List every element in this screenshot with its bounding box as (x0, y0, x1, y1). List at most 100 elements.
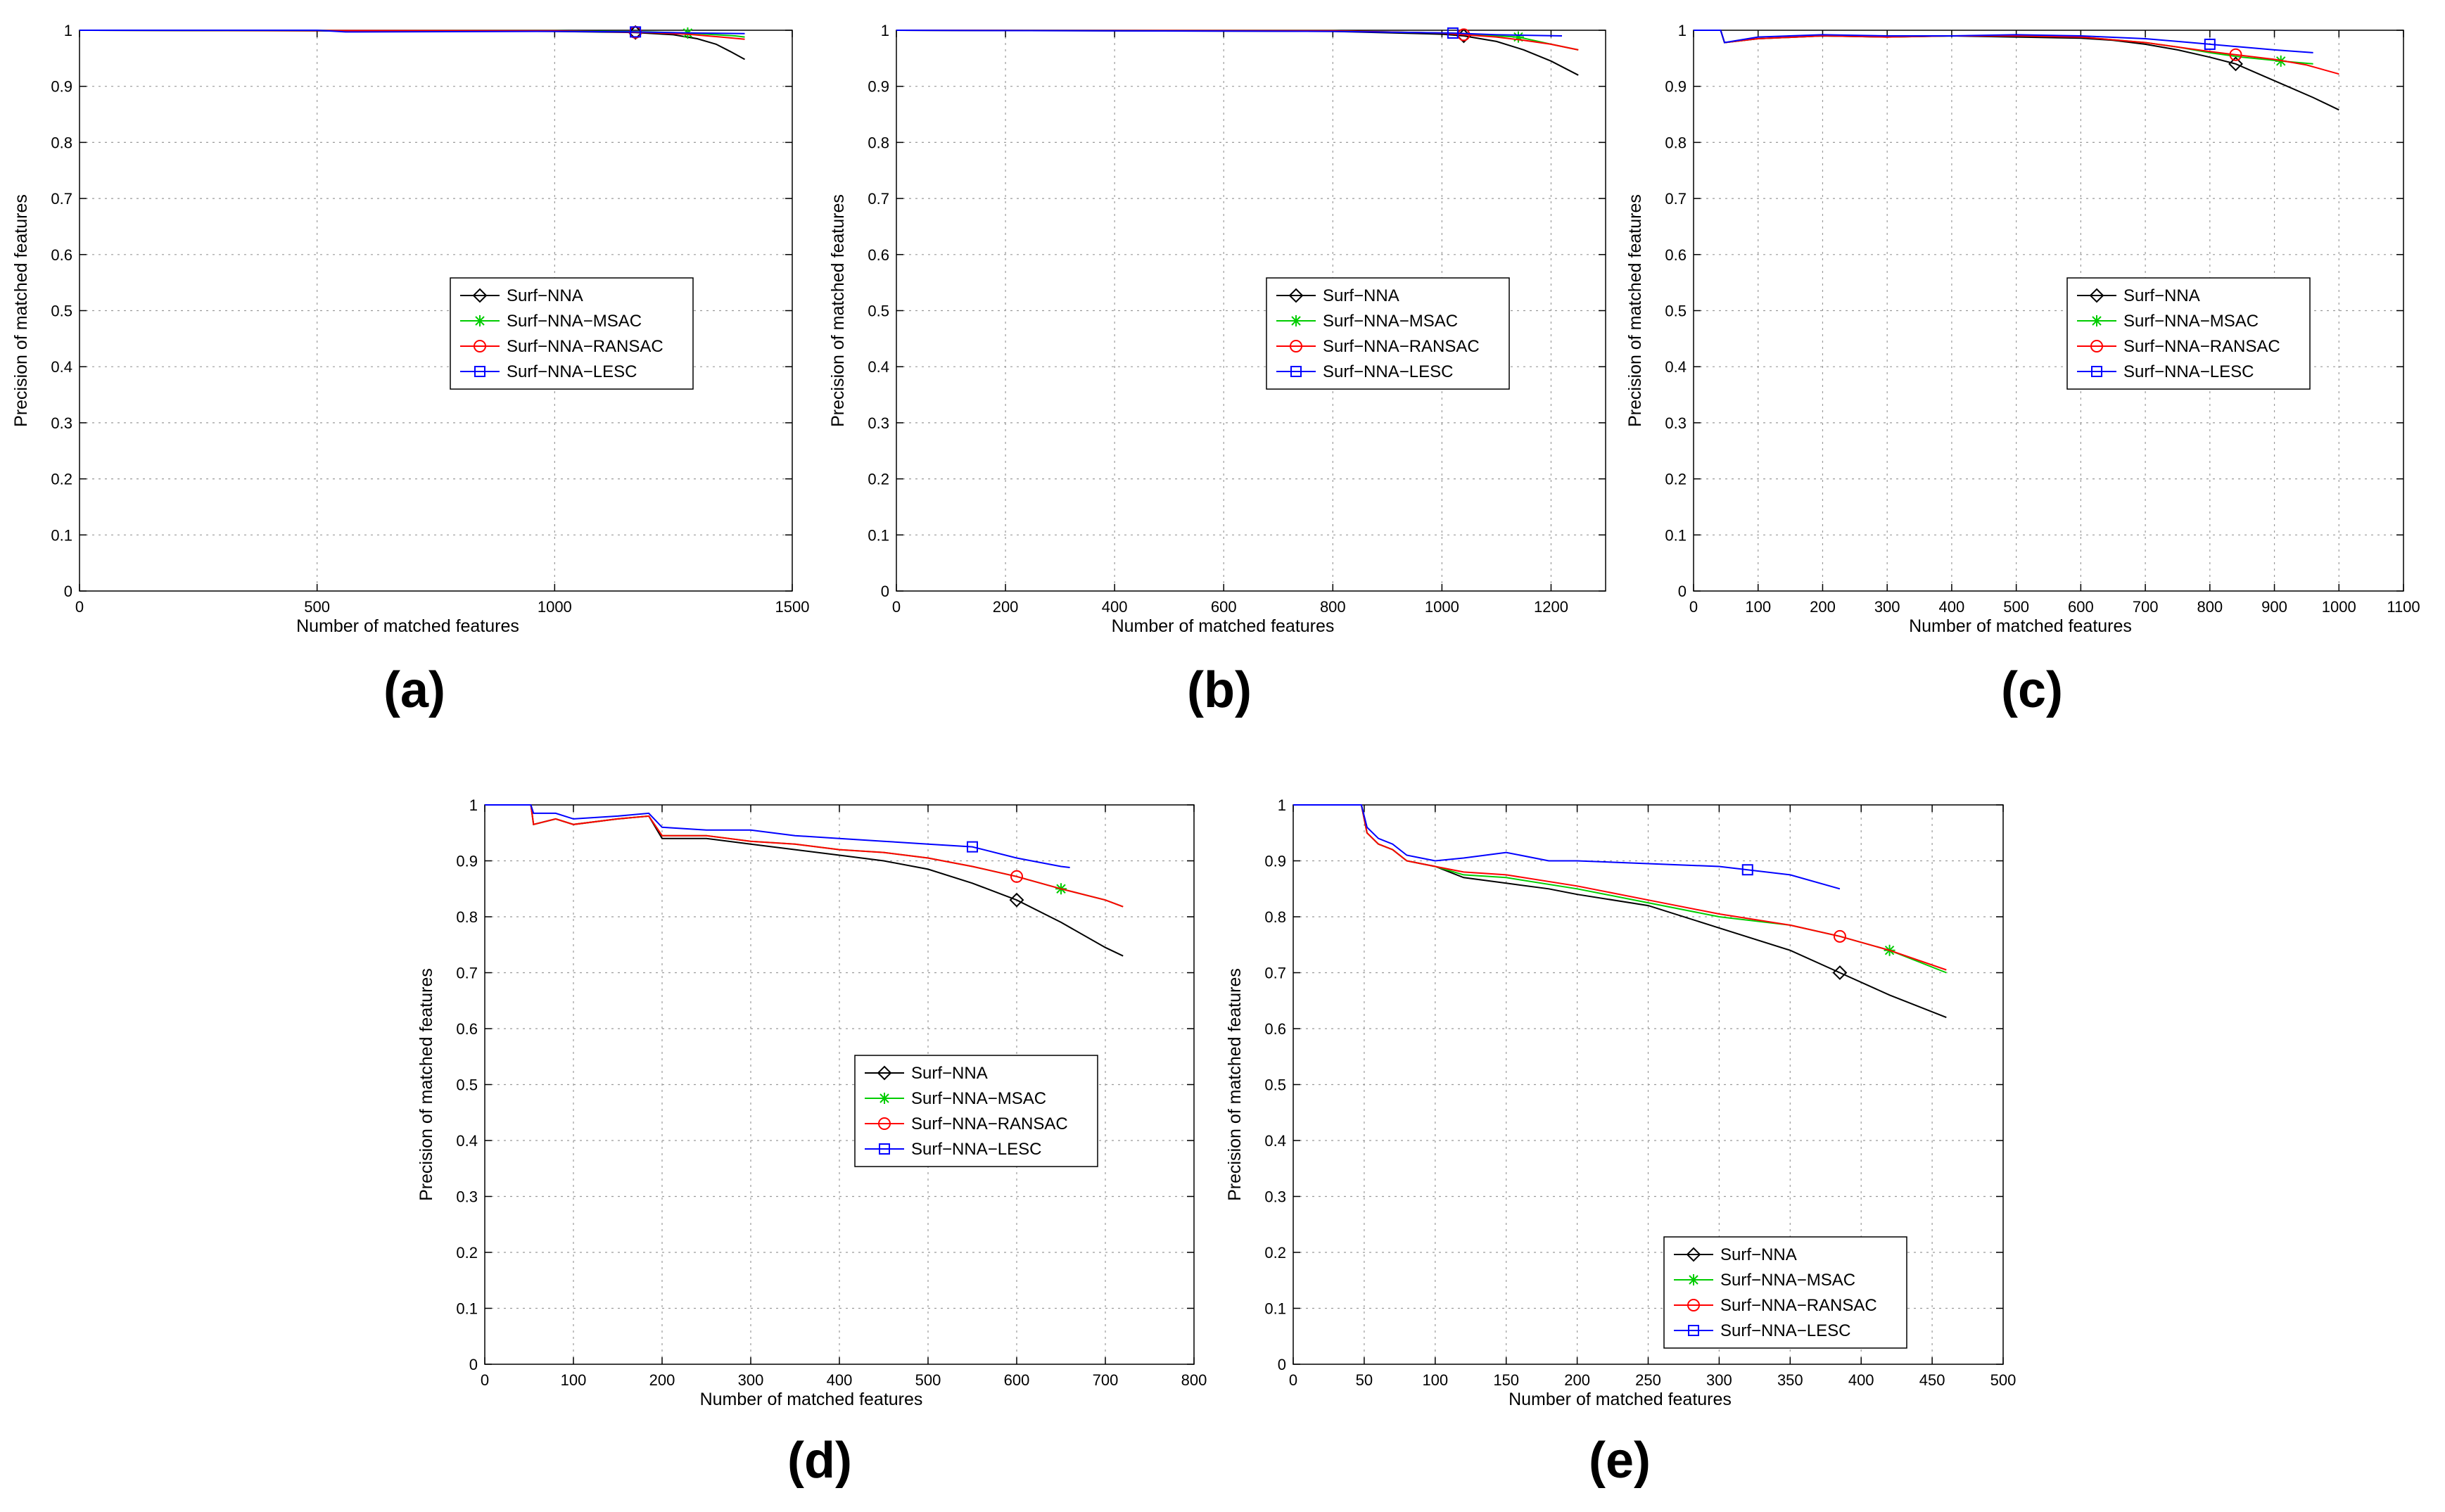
series-line (1694, 30, 2313, 53)
legend-marker (879, 1143, 890, 1155)
y-tick-label: 0.2 (1264, 1244, 1286, 1262)
y-tick-label: 0.3 (868, 414, 889, 432)
y-tick-label: 0 (881, 583, 889, 600)
y-tick-label: 0.8 (868, 134, 889, 151)
x-tick-label: 450 (1919, 1371, 1945, 1389)
x-tick-label: 500 (2003, 598, 2029, 616)
y-tick-label: 0.4 (868, 358, 889, 376)
series-line (1293, 804, 1947, 1019)
x-axis-label: Number of matched features (700, 1390, 923, 1409)
y-tick-label: 0.8 (1665, 134, 1687, 151)
legend-entry: Surf−NNA−LESC (1323, 362, 1453, 381)
y-tick-label: 1 (469, 796, 478, 814)
series-marker (2229, 48, 2242, 61)
legend-marker (1288, 288, 1304, 303)
series-line (1694, 30, 2339, 75)
legend-marker (1687, 1299, 1700, 1311)
series-marker (1009, 892, 1024, 908)
series-marker (2228, 56, 2243, 72)
y-tick-label: 0.1 (51, 526, 72, 544)
y-axis-label: Precision of matched features (417, 968, 436, 1201)
y-tick-label: 0.8 (51, 134, 72, 151)
series-marker (1512, 31, 1524, 43)
series-line (896, 30, 1579, 51)
series-line (1293, 804, 1841, 890)
y-tick-label: 0.7 (456, 965, 478, 982)
series-line (896, 30, 1579, 76)
y-tick-label: 0.4 (1264, 1132, 1286, 1150)
series-marker (1833, 929, 1846, 943)
y-tick-label: 0.2 (456, 1244, 478, 1262)
x-tick-label: 1200 (1534, 598, 1568, 616)
legend-marker (2090, 340, 2103, 352)
y-tick-label: 0.8 (1264, 908, 1286, 926)
y-tick-label: 0.4 (51, 358, 72, 376)
legend: Surf−NNA Surf−NNA−MSAC Surf−NNA−RANSAC Surf… (450, 277, 694, 390)
chart-panel: 0 500 1000 1500 0 0.1 0.2 0.3 0.4 0.5 0.6 0.7 0.8 0.9… (11, 22, 809, 718)
x-tick-label: 250 (1635, 1371, 1661, 1389)
legend-entry: Surf−NNA−LESC (1720, 1321, 1850, 1340)
panel-caption: (d) (787, 1432, 852, 1489)
x-tick-label: 50 (1356, 1371, 1373, 1389)
legend-entry: Surf−NNA−LESC (911, 1140, 1041, 1159)
x-tick-label: 400 (1848, 1371, 1874, 1389)
y-tick-label: 1 (881, 22, 889, 39)
y-tick-label: 0.3 (51, 414, 72, 432)
series-marker (967, 841, 978, 853)
series-line (485, 804, 1124, 908)
y-tick-label: 0.7 (1264, 965, 1286, 982)
x-tick-label: 400 (827, 1371, 853, 1389)
y-tick-label: 0.1 (456, 1300, 478, 1318)
panel-caption: (a) (383, 662, 445, 718)
legend-entry: Surf−NNA−LESC (507, 362, 637, 381)
chart-panel: 0 100 200 300 400 500 600 700 800 0 0.1 0.2 0.3 0.4 0.… (417, 796, 1207, 1489)
series-marker (2204, 38, 2216, 50)
x-tick-label: 700 (1093, 1371, 1119, 1389)
y-tick-label: 0.7 (868, 190, 889, 208)
x-axis-label: Number of matched features (296, 616, 519, 636)
panel-caption: (b) (1187, 662, 1252, 718)
y-tick-label: 1 (1678, 22, 1687, 39)
y-axis-label: Precision of matched features (1225, 968, 1245, 1201)
y-tick-label: 0.3 (1665, 414, 1687, 432)
x-tick-label: 900 (2261, 598, 2287, 616)
chart-panel: 0 200 400 600 800 1000 1200 0 0.1 0.2 0.3 0.4 0.5 0.6… (828, 22, 1606, 718)
series-marker (1741, 864, 1753, 876)
legend-box (2066, 277, 2311, 390)
legend-marker (472, 288, 488, 303)
panel-caption: (e) (1589, 1432, 1651, 1489)
x-tick-label: 200 (1564, 1371, 1590, 1389)
y-axis-label: Precision of matched features (11, 194, 31, 427)
y-tick-label: 0.2 (868, 471, 889, 488)
x-tick-label: 150 (1493, 1371, 1519, 1389)
series-line (485, 804, 1124, 908)
series-line (1293, 804, 1947, 974)
legend-marker (474, 315, 485, 326)
y-tick-label: 0.6 (1264, 1020, 1286, 1038)
x-tick-label: 1000 (538, 598, 572, 616)
x-tick-label: 500 (1990, 1371, 2017, 1389)
legend-entry: Surf−NNA−RANSAC (507, 337, 663, 356)
y-tick-label: 0.3 (456, 1188, 478, 1206)
legend-marker (1290, 366, 1302, 377)
y-tick-label: 0.6 (868, 246, 889, 264)
x-tick-label: 0 (481, 1371, 489, 1389)
y-tick-label: 0.7 (1665, 190, 1687, 208)
legend-entry: Surf−NNA−RANSAC (911, 1114, 1068, 1133)
x-tick-label: 1500 (775, 598, 810, 616)
legend-box (1266, 277, 1510, 390)
x-tick-label: 600 (2068, 598, 2094, 616)
series-line (896, 30, 1579, 51)
x-tick-label: 300 (1874, 598, 1900, 616)
legend-box (450, 277, 694, 390)
y-tick-label: 0.6 (51, 246, 72, 264)
y-axis-label: Precision of matched features (828, 194, 848, 427)
legend-marker (1686, 1247, 1701, 1262)
y-tick-label: 1 (1278, 796, 1286, 814)
series-line (485, 804, 1070, 868)
legend-marker (2091, 315, 2102, 326)
series-line (1293, 804, 1947, 971)
y-tick-label: 0.1 (1665, 526, 1687, 544)
x-tick-label: 200 (1810, 598, 1836, 616)
x-tick-label: 600 (1004, 1371, 1030, 1389)
